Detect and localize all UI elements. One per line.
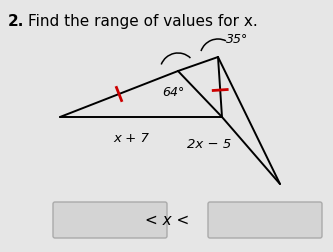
Text: < x <: < x <	[145, 213, 189, 228]
Text: 2x − 5: 2x − 5	[187, 138, 231, 151]
Text: 35°: 35°	[226, 33, 248, 46]
Text: x + 7: x + 7	[113, 132, 149, 144]
Text: Find the range of values for x.: Find the range of values for x.	[28, 14, 258, 29]
Text: 2.: 2.	[8, 14, 24, 29]
FancyBboxPatch shape	[208, 202, 322, 238]
FancyBboxPatch shape	[53, 202, 167, 238]
Text: 64°: 64°	[162, 86, 184, 99]
